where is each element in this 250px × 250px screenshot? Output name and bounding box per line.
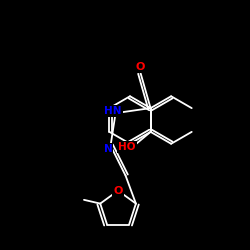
Text: O: O xyxy=(114,186,123,196)
Text: O: O xyxy=(136,62,145,72)
Text: HN: HN xyxy=(104,106,122,116)
Text: N: N xyxy=(104,144,112,154)
Text: HO: HO xyxy=(118,142,136,152)
